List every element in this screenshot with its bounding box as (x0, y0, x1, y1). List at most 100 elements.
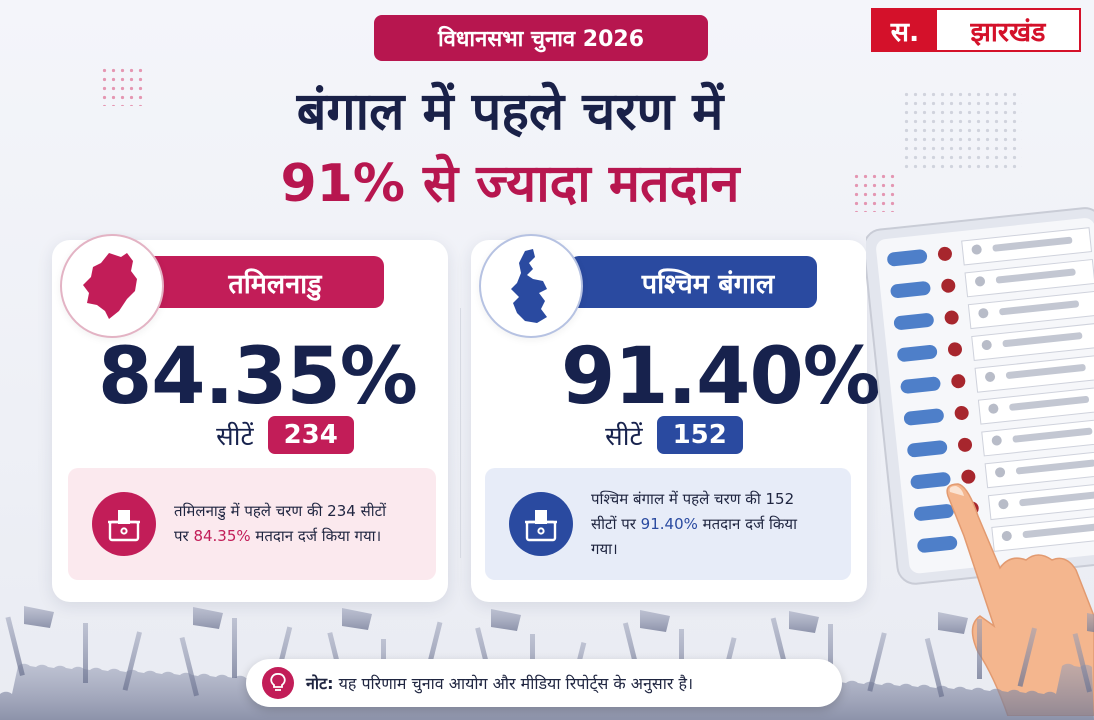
westbengal-info-box: पश्चिम बंगाल में पहले चरण की 152 सीटों प… (485, 468, 851, 580)
evm-light (937, 246, 952, 261)
evm-candidate-icon (998, 499, 1009, 510)
headline-line2: 91% से ज्यादा मतदान (280, 154, 740, 214)
evm-button (893, 313, 934, 330)
crowd-flag (640, 610, 670, 632)
evm-candidate-line (1015, 459, 1094, 475)
crowd-raised-arm (977, 619, 982, 679)
tamilnadu-percent: 84.35% (98, 332, 418, 422)
logo-part2: झारखंड (970, 16, 1046, 48)
note-body: यह परिणाम चुनाव आयोग और मीडिया रिपोर्ट्स… (333, 674, 694, 693)
evm-candidate-icon (978, 308, 989, 319)
evm-light (941, 278, 956, 293)
headline-line1: बंगाल में पहले चरण में (296, 82, 724, 142)
evm-machine (866, 207, 1094, 585)
decor-dots-left (100, 66, 146, 106)
evm-light (961, 469, 976, 484)
crowd-flag (342, 608, 372, 630)
evm-light (947, 342, 962, 357)
tamilnadu-state-label: तमिलनाडु (136, 256, 384, 308)
evm-candidate-line (999, 300, 1079, 316)
evm-candidate-icon (988, 403, 999, 414)
crowd-raised-arm (924, 637, 945, 698)
westbengal-percent: 91.40% (561, 332, 881, 422)
evm-button (890, 281, 931, 299)
evm-candidate-icon (981, 340, 992, 351)
westbengal-card: पश्चिम बंगाल 91.40% सीटें 152 पश्चिम बंग… (471, 234, 881, 602)
hand-pressing-button (946, 483, 1094, 716)
westbengal-info-text: पश्चिम बंगाल में पहले चरण की 152 सीटों प… (591, 487, 821, 562)
evm-candidate-icon (971, 244, 982, 255)
info-text-part: मतदान दर्ज किया गया। (250, 527, 382, 545)
evm-candidate-icon (975, 276, 986, 287)
ballot-box-icon (509, 492, 573, 556)
tamilnadu-seats: सीटें 234 (52, 416, 448, 454)
crowd-raised-arm (122, 631, 142, 691)
crowd-flag (1087, 613, 1094, 633)
evm-button (887, 249, 928, 267)
evm-candidate-icon (991, 435, 1002, 446)
info-text-part: तमिलनाडु में पहले चरण की 234 सीटों पर (174, 502, 387, 545)
ballot-box-icon (92, 492, 156, 556)
crowd-flag (789, 611, 819, 633)
note-bar: नोट: यह परिणाम चुनाव आयोग और मीडिया रिपो… (246, 659, 842, 707)
evm-light (951, 374, 966, 389)
evm-button (910, 472, 951, 489)
seats-count: 152 (656, 416, 743, 454)
evm-button (897, 344, 938, 362)
note-label: नोट: (306, 674, 334, 693)
info-highlight: 91.40% (640, 514, 698, 533)
seats-count: 234 (267, 416, 354, 454)
crowd-raised-arm (83, 623, 88, 683)
crowd-flag (491, 609, 521, 631)
crowd-raised-arm (828, 624, 833, 684)
evm-light (954, 406, 969, 421)
card-divider (460, 308, 461, 558)
crowd-raised-arm (179, 636, 199, 697)
seats-label: सीटें (216, 422, 254, 452)
crowd-flag (938, 612, 968, 634)
decor-dots-grey (902, 90, 1022, 170)
evm-candidate-line (1005, 364, 1086, 379)
decor-dots-right (852, 172, 898, 212)
tamilnadu-info-box: तमिलनाडु में पहले चरण की 234 सीटों पर 84… (68, 468, 436, 580)
crowd-raised-arm (1017, 627, 1037, 687)
tamilnadu-map-icon (60, 234, 164, 338)
evm-candidate-icon (995, 467, 1006, 478)
evm-candidate-line (1022, 523, 1094, 538)
evm-button (903, 408, 944, 426)
crowd-raised-arm (5, 616, 25, 676)
evm-button (913, 504, 954, 521)
evm-button (900, 376, 941, 394)
west-bengal-map-icon (479, 234, 583, 338)
info-text-part: मतदान दर्ज किया गया। (591, 514, 797, 558)
crowd-flag (24, 606, 54, 628)
crowd-raised-arm (1072, 633, 1092, 693)
evm-candidate-line (1009, 395, 1089, 411)
evm-light (958, 437, 973, 452)
info-text-part: पश्चिम बंगाल में पहले चरण की 152 सीटों प… (591, 489, 795, 533)
evm-candidate-line (992, 236, 1073, 252)
evm-candidate-line (1012, 427, 1093, 443)
lightbulb-icon (262, 667, 294, 699)
evm-candidate-line (995, 268, 1076, 284)
crowd-flag (193, 607, 223, 629)
brand-logo: स. झारखंड (871, 8, 1081, 52)
evm-candidate-line (1002, 332, 1083, 348)
evm-button (907, 440, 948, 458)
evm-light (944, 310, 959, 325)
westbengal-state-label: पश्चिम बंगाल (569, 256, 817, 308)
tamilnadu-card: तमिलनाडु 84.35% सीटें 234 तमिलनाडु में प… (52, 234, 448, 602)
evm-candidate-line (1019, 491, 1094, 507)
tamilnadu-info-text: तमिलनाडु में पहले चरण की 234 सीटों पर 84… (174, 499, 404, 549)
westbengal-seats: सीटें 152 (471, 416, 867, 454)
evm-candidate-icon (1001, 530, 1012, 541)
crowd-raised-arm (867, 632, 887, 692)
logo-part1: स. (873, 10, 937, 50)
evm-candidate-icon (985, 371, 996, 382)
evm-button (917, 535, 958, 553)
note-text: नोट: यह परिणाम चुनाव आयोग और मीडिया रिपो… (306, 672, 693, 694)
info-highlight: 84.35% (193, 527, 251, 545)
election-tag: विधानसभा चुनाव 2026 (374, 15, 708, 61)
crowd-raised-arm (232, 618, 237, 678)
seats-label: सीटें (605, 422, 643, 452)
